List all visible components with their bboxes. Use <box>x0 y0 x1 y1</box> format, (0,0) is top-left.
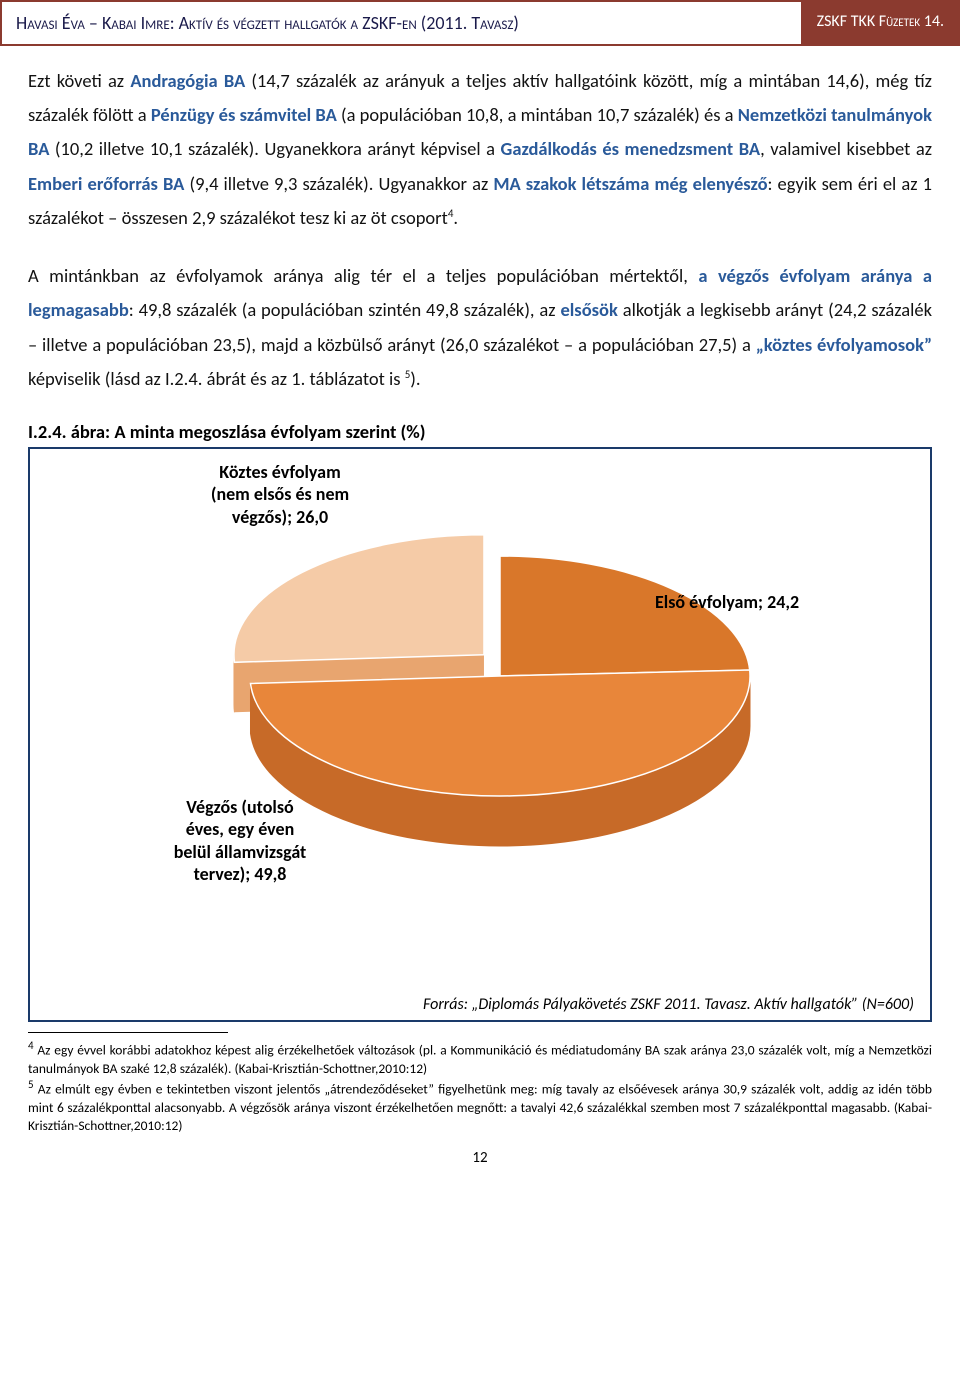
footnote-4: 4 Az egy évvel korábbi adatokhoz képest … <box>28 1039 932 1078</box>
header-title-right: ZSKF TKK Füzetek 14. <box>803 2 958 44</box>
pie-chart-frame: Köztes évfolyam (nem elsős és nem végzős… <box>28 447 932 1022</box>
page-header: Havasi Éva – Kabai Imre: Aktív és végzet… <box>0 0 960 46</box>
pie-label-elso: Első évfolyam; 24,2 <box>655 591 865 614</box>
paragraph-2: A mintánkban az évfolyamok aránya alig t… <box>28 259 932 396</box>
footnotes: 4 Az egy évvel korábbi adatokhoz képest … <box>0 1032 960 1147</box>
keyword-ma-szakok: MA szakok létszáma még elenyésző <box>493 172 767 195</box>
keyword-koztes: „köztes évfolyamosok” <box>756 333 932 356</box>
page-number: 12 <box>0 1147 960 1175</box>
keyword-emberi: Emberi erőforrás BA <box>28 172 184 195</box>
footnote-5: 5 Az elmúlt egy évben e tekintetben visz… <box>28 1078 932 1135</box>
pie-chart: Köztes évfolyam (nem elsős és nem végzős… <box>100 461 860 991</box>
pie-label-vegzos: Végzős (utolsó éves, egy éven belül álla… <box>140 796 340 886</box>
figure-title: I.2.4. ábra: A minta megoszlása évfolyam… <box>28 420 932 443</box>
body-content: Ezt követi az Andragógia BA (14,7 százal… <box>0 64 960 1022</box>
paragraph-1: Ezt követi az Andragógia BA (14,7 százal… <box>28 64 932 235</box>
header-title-left: Havasi Éva – Kabai Imre: Aktív és végzet… <box>2 2 803 44</box>
keyword-elsosok: elsősök <box>560 298 617 321</box>
keyword-andragogia: Andragógia BA <box>130 69 245 92</box>
keyword-gazdalkodas: Gazdálkodás és menedzsment BA <box>501 137 761 160</box>
footnote-rule <box>28 1032 228 1033</box>
pie-label-koztes: Köztes évfolyam (nem elsős és nem végzős… <box>175 461 385 529</box>
chart-source: Forrás: „Diplomás Pályakövetés ZSKF 2011… <box>40 991 920 1016</box>
keyword-penzugy: Pénzügy és számvitel BA <box>151 103 337 126</box>
